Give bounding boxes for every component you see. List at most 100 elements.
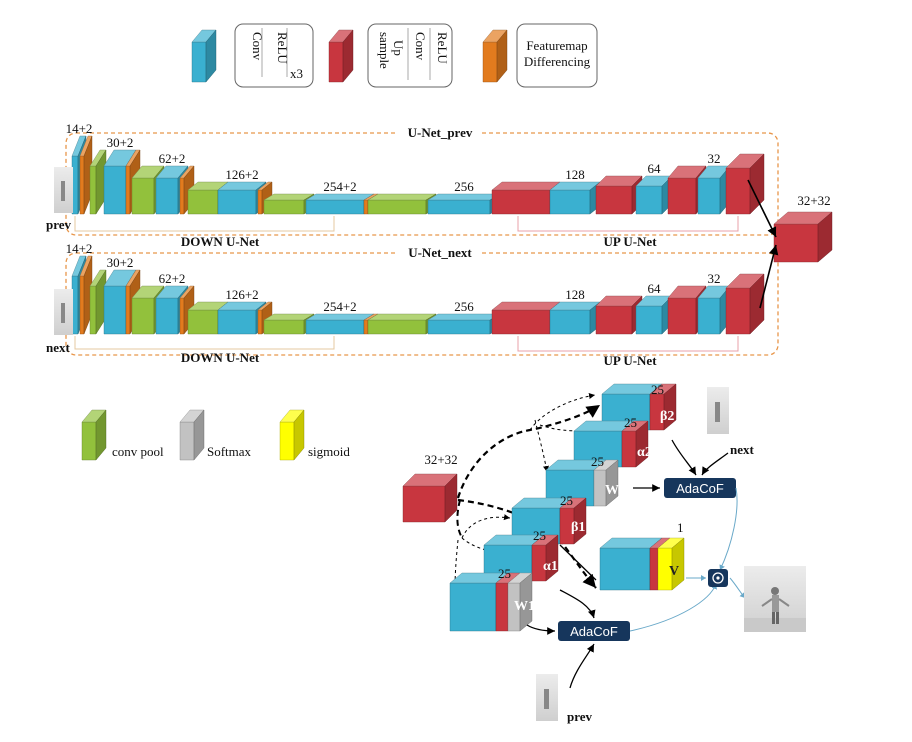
line-adacof-lower-to-dot xyxy=(629,583,718,632)
head-25-label-6: 25 xyxy=(498,566,511,581)
legend-upsample: Up sample Conv ReLU xyxy=(328,23,453,88)
unet-next-block-14-top xyxy=(367,313,437,321)
unet-prev-block-17 xyxy=(549,181,601,215)
legend-blue-block xyxy=(191,29,217,83)
unet-prev-channel-label: 32 xyxy=(708,151,721,166)
concat-top-cube-side xyxy=(817,211,833,263)
unet-next-block-2-front xyxy=(89,285,97,335)
unet-next-block-22-front xyxy=(725,287,751,335)
unet-prev-up-bracket xyxy=(517,216,739,232)
head-25-label-5: 25 xyxy=(533,528,546,543)
head-stack-block-3-side xyxy=(635,420,649,468)
dashed-thin-2 xyxy=(534,419,549,473)
unet-prev-block-15-front xyxy=(427,199,491,215)
unet-next-block-9-front xyxy=(217,309,257,335)
head-stack-blocks xyxy=(449,383,685,632)
line-adacof-upper-to-dot xyxy=(719,487,738,571)
legend-conv-pool: conv pool xyxy=(81,409,164,461)
head-next-label: next xyxy=(730,442,755,457)
unet-prev-channel-label: 126+2 xyxy=(225,167,258,182)
head-stack-block-13-front xyxy=(599,547,651,591)
head-next-image xyxy=(707,387,729,434)
unet-next-up-bracket xyxy=(517,336,739,352)
unet-prev-block-21 xyxy=(697,165,731,215)
legend-featuremap-line2: Differencing xyxy=(524,54,591,69)
unet-prev-block-14 xyxy=(367,193,437,215)
concat-top-cube xyxy=(773,211,833,263)
concat-output: 32+32 xyxy=(747,179,833,309)
unet-prev: U-Net_prev 14+2 30+2 62+2 126+2 254+2 256 128 6… xyxy=(46,121,779,249)
legend-red-cube-front xyxy=(328,41,344,83)
head-concat-block xyxy=(402,473,458,523)
legend-x3-text: x3 xyxy=(290,66,303,81)
legend-red-cube-side xyxy=(342,29,354,83)
head-stack-block-1-side xyxy=(663,383,677,431)
unet-next-block-15 xyxy=(427,313,501,335)
head-v-label: V xyxy=(669,564,679,579)
unet-prev-block-12-top xyxy=(305,193,375,201)
head-stack-block-14-front xyxy=(649,547,659,591)
unet-prev-channel-label: 62+2 xyxy=(159,151,186,166)
dashed-thin-1 xyxy=(529,393,596,431)
legend-softmax: Softmax xyxy=(179,409,252,461)
legend-orange-block xyxy=(482,29,508,83)
dashed-path-mid xyxy=(456,499,463,539)
unet-next-block-21-front xyxy=(697,297,721,335)
head-stack-block-5 xyxy=(593,459,619,507)
unet-prev-block-12-front xyxy=(305,199,365,215)
legend-softmax-text: Softmax xyxy=(207,444,252,459)
legend-green-cube xyxy=(81,409,107,461)
unet-prev-block-7-front xyxy=(179,177,185,215)
unet-prev-block-20-front xyxy=(667,177,697,215)
unet-next-channel-label: 254+2 xyxy=(323,299,356,314)
legend-featuremap-line1: Featuremap xyxy=(526,38,587,53)
unet-next-channel-label: 128 xyxy=(565,287,585,302)
legend-upsample-box xyxy=(367,23,453,88)
unet-next-block-17-front xyxy=(549,309,591,335)
unet-prev-block-14-top xyxy=(367,193,437,201)
unet-next-block-1-front xyxy=(79,275,85,335)
legend-gray-block xyxy=(179,409,205,461)
legend-red-block xyxy=(328,29,354,83)
head-stack-block-10-front xyxy=(449,582,497,632)
unet-prev-block-17-front xyxy=(549,189,591,215)
legend-orange-cube-side xyxy=(496,29,508,83)
unet-next-up-label: UP U-Net xyxy=(603,353,657,368)
unet-prev-block-22-side xyxy=(749,153,765,215)
unet-next-channel-label: 14+2 xyxy=(66,241,93,256)
unet-prev-block-19 xyxy=(635,175,673,215)
dashed-path-lower xyxy=(457,498,597,589)
adacof-lower-text: AdaCoF xyxy=(570,624,618,639)
unet-next-block-12-top xyxy=(305,313,375,321)
legend-gray-cube-side xyxy=(193,409,205,461)
dashed-thin-4 xyxy=(461,537,497,555)
unet-prev-block-22-front xyxy=(725,167,751,215)
unet-prev-block-15 xyxy=(427,193,501,215)
legend-up-text: Up xyxy=(391,40,406,56)
head-25-label-4: 25 xyxy=(560,493,573,508)
unet-next-down-label: DOWN U-Net xyxy=(181,350,260,365)
unet-next-channel-label: 30+2 xyxy=(107,255,134,270)
unet-prev-channel-label: 128 xyxy=(565,167,585,182)
unet-prev-blocks: 14+2 30+2 62+2 126+2 254+2 256 128 64 32 xyxy=(66,121,765,215)
unet-next-block-12-front xyxy=(305,319,365,335)
arrow-prev-to-concat xyxy=(747,179,777,238)
unet-next-block-5-front xyxy=(131,297,155,335)
head-beta1-label: β1 xyxy=(571,520,585,535)
unet-prev-channel-label: 256 xyxy=(454,179,474,194)
unet-prev-block-2-front xyxy=(89,165,97,215)
head-concat-label: 32+32 xyxy=(424,452,457,467)
head-concat-cube-front xyxy=(402,485,446,523)
unet-next-block-2 xyxy=(89,269,107,335)
unet-prev-block-5-front xyxy=(131,177,155,215)
unet-prev-block-16-front xyxy=(491,189,551,215)
unet-prev-block-19-front xyxy=(635,185,663,215)
unet-prev-channel-label: 14+2 xyxy=(66,121,93,136)
unet-prev-block-18 xyxy=(595,175,643,215)
head-concat-cube-side xyxy=(444,473,458,523)
head-stack-block-3 xyxy=(621,420,649,468)
unet-prev-block-21-front xyxy=(697,177,721,215)
prediction-head: 32+32 25 25 25 25 25 25 1 β2 α2 W2 β1 α1… xyxy=(402,382,806,724)
legend-yellow-cube-front xyxy=(279,421,295,461)
